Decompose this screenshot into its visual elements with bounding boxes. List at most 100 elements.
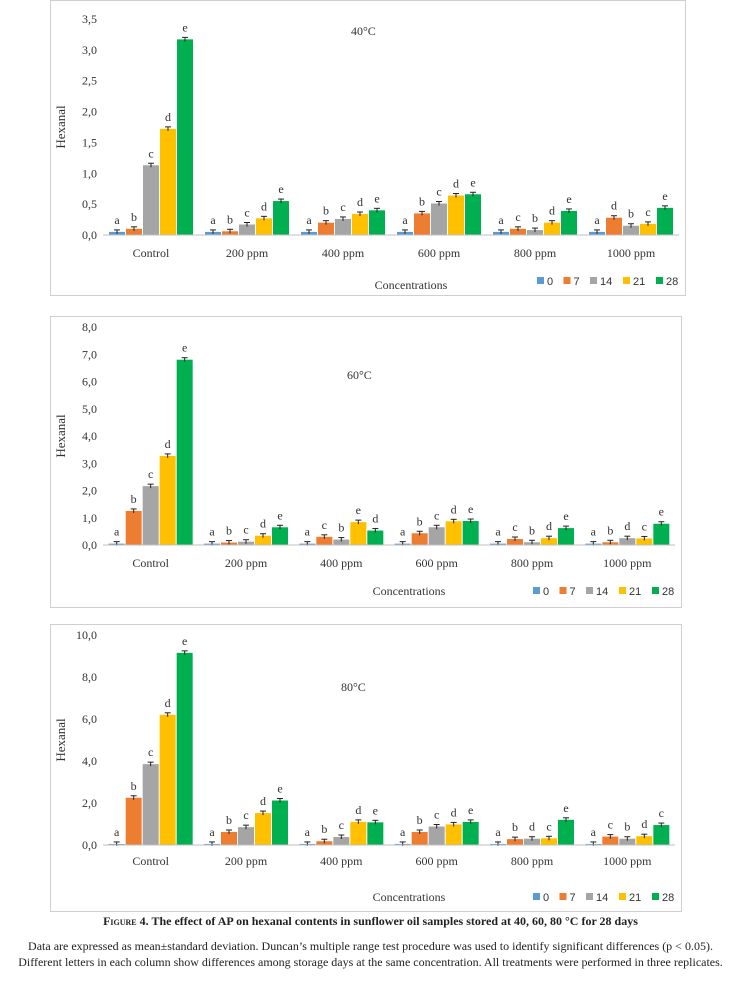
- legend-label-21: 21: [633, 276, 645, 288]
- bar-21-4: [541, 538, 557, 545]
- y-tick-label: 3,0: [82, 456, 97, 470]
- significance-letter: d: [549, 204, 555, 218]
- category-label: 800 ppm: [511, 556, 554, 570]
- legend-label-7: 7: [574, 276, 580, 288]
- legend-swatch-7: [559, 587, 567, 594]
- significance-letter: d: [357, 195, 363, 209]
- y-tick-label: 8,0: [82, 320, 97, 334]
- y-tick-label: 1,0: [82, 511, 97, 525]
- bar-21-2: [350, 522, 367, 545]
- bar-14-1: [239, 224, 255, 235]
- category-label: 200 ppm: [226, 246, 269, 260]
- chart-panel-60c: 0,0 1,0 2,0 3,0 4,0 5,0 6,0 7,0 8,0 Hexanal 60°C a b…: [50, 316, 682, 608]
- bar-14-0: [142, 764, 159, 845]
- significance-letter: c: [243, 523, 248, 537]
- significance-letter: c: [148, 467, 153, 481]
- bar-28-3: [462, 521, 479, 545]
- significance-letter: e: [374, 191, 379, 205]
- significance-letter: a: [495, 825, 501, 839]
- bar-14-0: [142, 486, 159, 545]
- significance-letter: c: [512, 520, 517, 534]
- significance-letter: e: [563, 801, 568, 815]
- significance-letter: e: [566, 192, 571, 206]
- significance-letter: a: [591, 825, 597, 839]
- y-tick-label: 10,0: [76, 628, 97, 642]
- bar-7-1: [221, 831, 237, 845]
- bar-14-0: [143, 165, 159, 235]
- significance-letter: b: [131, 779, 137, 793]
- significance-letter: b: [419, 194, 425, 208]
- significance-letter: b: [529, 523, 535, 537]
- bar-21-2: [350, 821, 367, 845]
- significance-letter: b: [227, 212, 233, 226]
- y-tick-label: 0,0: [82, 538, 97, 552]
- significance-letter: e: [277, 781, 282, 795]
- bar-7-0: [125, 797, 142, 845]
- significance-letter: e: [470, 175, 475, 189]
- significance-letter: d: [451, 502, 457, 516]
- significance-letter: c: [436, 185, 441, 199]
- bar-21-0: [159, 455, 176, 545]
- bar-28-4: [558, 819, 574, 845]
- significance-letter: e: [468, 803, 473, 817]
- significance-letter: b: [628, 207, 634, 221]
- significance-letter: a: [402, 213, 408, 227]
- significance-letter: b: [607, 523, 613, 537]
- legend-label-14: 14: [596, 892, 608, 904]
- significance-letter: a: [591, 525, 597, 539]
- significance-letter: c: [645, 205, 650, 219]
- category-label: Control: [132, 556, 169, 570]
- y-tick-label: 3,5: [82, 12, 97, 26]
- category-label: Control: [132, 854, 169, 868]
- figure-caption-note: Data are expressed as mean±standard devi…: [18, 939, 723, 969]
- significance-letter: e: [662, 189, 667, 203]
- y-tick-label: 2,0: [82, 484, 97, 498]
- significance-letter: c: [322, 518, 327, 532]
- bar-28-3: [465, 194, 481, 235]
- significance-letter: c: [243, 808, 248, 822]
- legend-swatch-0: [533, 587, 540, 594]
- legend-label-0: 0: [543, 892, 549, 904]
- legend-label-14: 14: [600, 276, 612, 288]
- significance-letter: a: [209, 525, 215, 539]
- bar-7-3: [411, 831, 428, 845]
- y-tick-label: 1,5: [82, 135, 97, 149]
- significance-letter: a: [114, 525, 120, 539]
- bar-7-5: [606, 217, 622, 235]
- bar-14-4: [524, 838, 540, 845]
- legend-swatch-28: [652, 587, 659, 594]
- legend-swatch-28: [652, 893, 659, 900]
- significance-letter: d: [451, 805, 457, 819]
- legend-label-0: 0: [547, 276, 553, 288]
- significance-letter: d: [546, 519, 552, 533]
- bar-21-5: [636, 836, 653, 845]
- figure-title: The effect of AP on hexanal contents in …: [151, 914, 638, 928]
- significance-letter: d: [165, 696, 171, 710]
- legend-label-0: 0: [543, 586, 549, 598]
- bar-7-0: [125, 510, 142, 545]
- bar-28-0: [177, 39, 193, 235]
- legend-swatch-7: [559, 893, 567, 900]
- chart-annotation: 80°C: [341, 680, 366, 694]
- x-axis-title: Concentrations: [373, 584, 446, 598]
- category-label: 600 ppm: [418, 246, 461, 260]
- bar-28-0: [176, 652, 193, 845]
- chart-80c: 0,02,04,06,08,010,0Hexanal80°CabcdeContr…: [53, 628, 675, 904]
- y-tick-label: 3,0: [82, 43, 97, 57]
- bar-14-3: [428, 826, 445, 845]
- category-label: 400 ppm: [320, 556, 363, 570]
- significance-letter: e: [182, 634, 187, 648]
- significance-letter: a: [114, 825, 120, 839]
- y-tick-label: 0,0: [82, 228, 97, 242]
- bar-28-2: [369, 210, 385, 235]
- bar-28-2: [367, 822, 384, 845]
- bar-14-1: [238, 827, 254, 845]
- chart-panel-40c: 0,0 0,5 1,0 1,5 2,0 2,5 3,0 3,5 Hexanal 40°C a b c d e…: [50, 0, 686, 296]
- bar-7-4: [507, 539, 523, 545]
- chart-panel-80c: 0,0 2,0 4,0 6,0 8,0 10,0 Hexanal 80°C a b c d e Contr…: [50, 624, 682, 912]
- significance-letter: c: [515, 210, 520, 224]
- bar-14-3: [428, 527, 445, 545]
- y-tick-label: 6,0: [82, 375, 97, 389]
- bar-14-2: [333, 539, 350, 545]
- significance-letter: d: [372, 512, 378, 526]
